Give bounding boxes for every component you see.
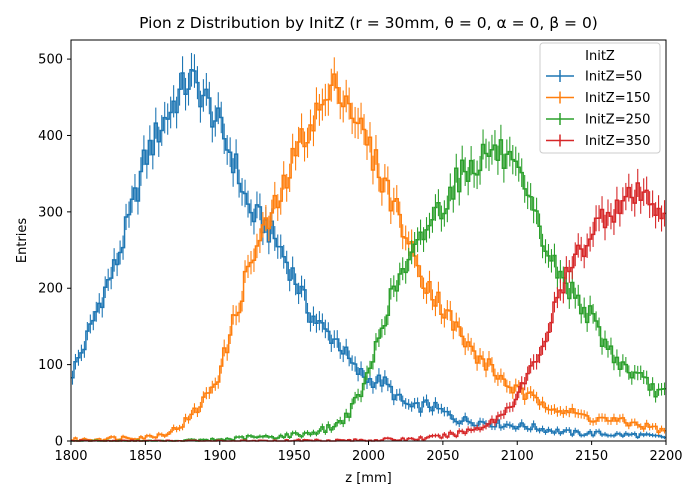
x-tick-label: 1950 — [278, 449, 311, 464]
x-tick-label: 1850 — [129, 449, 162, 464]
legend-item: InitZ=150 — [546, 91, 650, 106]
legend-label: InitZ=50 — [585, 70, 642, 85]
x-tick-label: 2150 — [575, 449, 608, 464]
x-tick-label: 1900 — [203, 449, 236, 464]
legend-item: InitZ=50 — [546, 70, 642, 85]
series-initz-150 — [71, 57, 666, 442]
legend-item: InitZ=250 — [546, 113, 650, 128]
legend-label: InitZ=150 — [585, 91, 650, 106]
x-tick-label: 2200 — [649, 449, 682, 464]
legend: InitZ InitZ=50 InitZ=150 InitZ=250 InitZ=35… — [539, 42, 661, 154]
y-tick-label: 200 — [38, 282, 63, 297]
legend-label: InitZ=250 — [585, 113, 650, 128]
y-tick-label: 500 — [38, 53, 63, 68]
histogram-step-line — [71, 182, 666, 442]
legend-item: InitZ=350 — [546, 134, 650, 149]
series-initz-350 — [71, 168, 666, 442]
legend-label: InitZ=350 — [585, 134, 650, 149]
x-tick-label: 2050 — [426, 449, 459, 464]
chart-title: Pion z Distribution by InitZ (r = 30mm, … — [139, 14, 598, 32]
y-tick-label: 0 — [55, 435, 63, 450]
x-axis-title: z [mm] — [345, 471, 391, 486]
y-tick-label: 100 — [38, 358, 63, 373]
legend-box — [539, 42, 661, 154]
histogram-step-line — [71, 69, 666, 439]
y-tick-label: 300 — [38, 205, 63, 220]
x-tick-label: 2000 — [352, 449, 385, 464]
series-initz-250 — [71, 124, 666, 442]
legend-items: InitZ=50 InitZ=150 InitZ=250 InitZ=350 — [546, 70, 650, 149]
y-tick-label: 400 — [38, 129, 63, 144]
histogram-step-line — [71, 73, 666, 442]
y-axis-title: Entries — [15, 218, 30, 264]
series-initz-50 — [71, 52, 666, 440]
x-tick-label: 1800 — [54, 449, 87, 464]
axis-ticks: 1800 1850 1900 1950 2000 2050 2100 2150 2200 0 100… — [38, 53, 682, 464]
x-tick-label: 2100 — [501, 449, 534, 464]
histogram-step-line — [71, 139, 666, 442]
legend-title: InitZ — [585, 49, 615, 64]
